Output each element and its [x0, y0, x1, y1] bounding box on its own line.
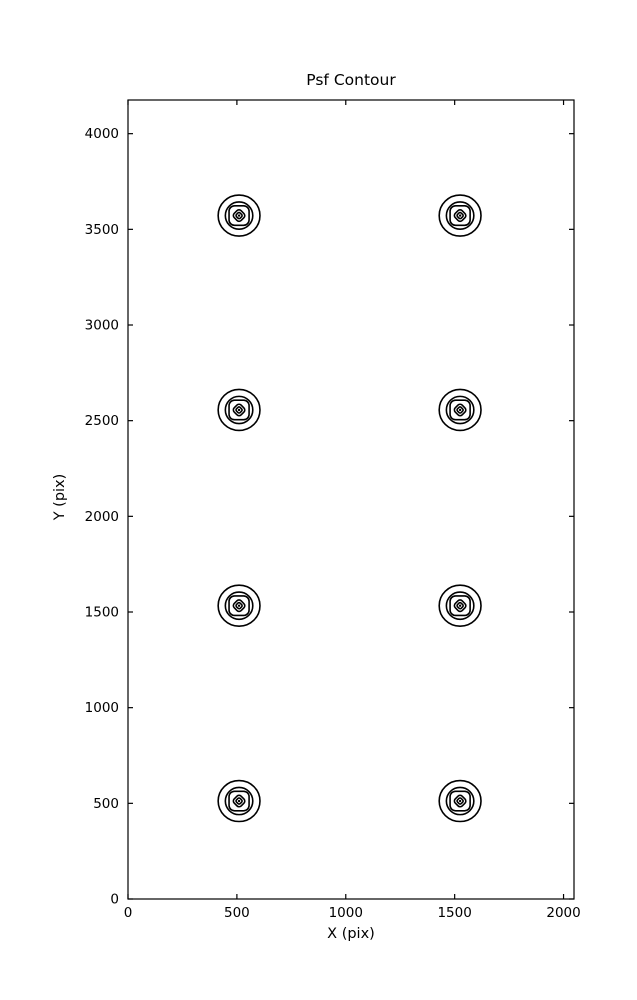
psf-contour-peak: [458, 214, 462, 217]
psf-contour-ring: [217, 194, 261, 237]
psf-contour-ring: [228, 205, 250, 227]
psf-contour-ring: [438, 194, 482, 237]
psf-contour-ring: [224, 591, 254, 621]
psf-contour-ring: [232, 403, 246, 417]
psf-contour-peak: [237, 604, 241, 607]
y-tick-label: 2500: [85, 413, 119, 429]
psf-contour-ring: [445, 786, 475, 816]
psf-contour-peak: [458, 604, 462, 607]
psf-contour-ring: [456, 406, 464, 414]
psf-contour-ring: [217, 584, 261, 627]
psf-contour-peak: [237, 408, 241, 412]
y-axis-label: Y (pix): [52, 473, 68, 521]
psf-contour-ring: [449, 399, 471, 421]
psf-contour-ring: [456, 797, 464, 805]
y-tick-label: 0: [110, 892, 119, 908]
psf-contour-ring: [453, 403, 467, 417]
psf-contour-ring: [217, 779, 261, 823]
psf-contour-ring: [456, 601, 464, 610]
psf-contour-ring: [449, 595, 471, 617]
psf-contour-ring: [228, 790, 250, 812]
psf-contour-ring: [449, 205, 471, 227]
psf-contour-ring: [228, 399, 250, 421]
psf-contour-ring: [453, 599, 467, 613]
psf-contour-peak: [458, 408, 462, 412]
psf-contour-ring: [445, 201, 475, 230]
psf-contour-peak: [237, 214, 241, 217]
psf-contour-ring: [235, 406, 243, 414]
y-tick-label: 3000: [85, 318, 119, 334]
psf-contour-ring: [445, 395, 475, 425]
y-tick-label: 3500: [85, 222, 119, 238]
x-tick-label: 1000: [329, 905, 363, 921]
y-tick-label: 1000: [85, 700, 119, 716]
x-tick-label: 2000: [546, 905, 580, 921]
psf-contour-ring: [228, 595, 250, 617]
psf-contour-ring: [224, 201, 254, 230]
psf-contour-ring: [438, 388, 482, 432]
y-tick-label: 4000: [85, 126, 119, 142]
psf-contour-ring: [235, 797, 243, 805]
psf-contour-ring: [453, 794, 467, 808]
psf-contour-ring: [456, 211, 464, 220]
psf-contour-ring: [235, 211, 243, 220]
psf-contour-ring: [235, 601, 243, 610]
chart-title: Psf Contour: [306, 71, 396, 89]
x-tick-label: 500: [224, 905, 250, 921]
psf-contour-ring: [438, 779, 482, 823]
x-tick-label: 0: [124, 905, 133, 921]
psf-contour-ring: [438, 584, 482, 627]
y-tick-label: 500: [93, 796, 119, 812]
axes-box: [127, 99, 575, 900]
psf-contour-ring: [232, 209, 246, 223]
psf-contour-ring: [224, 786, 254, 816]
psf-contour-peak: [237, 799, 241, 803]
psf-contour-ring: [232, 794, 246, 808]
psf-contour-peak: [458, 799, 462, 803]
y-tick-label: 1500: [85, 605, 119, 621]
x-axis-label: X (pix): [327, 926, 375, 942]
x-tick-label: 1500: [437, 905, 471, 921]
psf-contour-ring: [453, 209, 467, 223]
psf-contour-ring: [449, 790, 471, 812]
psf-contour-ring: [224, 395, 254, 425]
y-tick-label: 2000: [85, 509, 119, 525]
psf-contour-ring: [232, 599, 246, 613]
psf-contour-ring: [217, 388, 261, 432]
psf-contour-ring: [445, 591, 475, 621]
